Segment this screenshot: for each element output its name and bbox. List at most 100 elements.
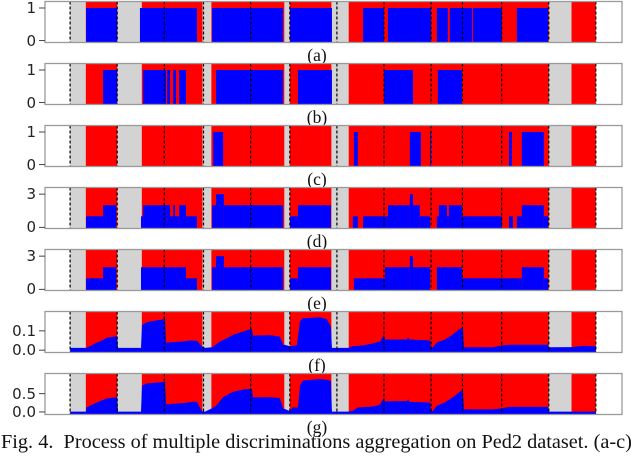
score-bar [353,132,358,167]
score-bar [290,216,298,229]
subplot-label: (e) [307,293,327,313]
normal-span [117,125,142,167]
subplot-g: 0.0 0.5 (g) [0,372,634,437]
score-area [70,317,596,353]
normal-span [331,63,349,105]
score-bar [409,132,421,167]
abnormal-span [571,125,596,167]
subplot-f: 0.0 0.1 (f) [0,310,634,375]
normal-span [70,373,86,415]
y-tick-label: 3 [26,185,36,204]
score-bar [212,267,217,291]
score-bar [409,194,414,229]
normal-span [202,249,212,291]
normal-span [331,311,349,353]
score-bar [437,70,462,105]
normal-span [331,187,349,229]
score-bar [216,194,224,229]
y-tick-label: 1 [26,61,36,80]
normal-span [202,1,212,43]
figure-caption: Fig. 4. Process of multiple discriminati… [1,431,632,453]
y-tick-label: 0.0 [12,402,36,421]
score-bar [438,205,448,229]
score-bar [363,216,388,229]
normal-span [331,249,349,291]
score-bar [216,70,284,105]
subplot-label: (d) [306,231,328,251]
normal-span [331,373,349,415]
score-bar [461,278,522,291]
score-bar [516,216,522,229]
normal-span [202,187,212,229]
axes-frame [44,124,623,168]
score-bar [521,267,544,291]
score-bar [387,205,410,229]
plot-area [39,62,623,106]
axes-frame [44,310,623,354]
score-bar [143,70,167,105]
abnormal-span [348,125,549,167]
score-bar [103,70,118,105]
normal-span [117,311,142,353]
normal-span [284,373,290,415]
subplot-a: 0 1 (a) [0,0,634,64]
score-bar [353,278,386,291]
normal-span [117,249,142,291]
plot-area [39,0,623,44]
score-bar [223,267,284,291]
score-bar [509,216,513,229]
score-bar [543,278,548,291]
score-bar [297,70,332,105]
y-tick-label: 1 [26,123,36,142]
normal-span [548,187,572,229]
y-tick-label: 3 [26,247,36,266]
y-tick-label: 0 [26,31,36,50]
score-bar [185,216,197,229]
normal-span [548,63,572,105]
score-bar [86,216,104,229]
score-bar [297,205,331,229]
y-tick-label: 0 [26,280,36,299]
score-bar [447,216,449,229]
normal-span [117,187,142,229]
abnormal-span [571,249,596,291]
y-tick-label: 0 [26,155,36,174]
score-bar [521,132,544,167]
axes-frame [44,248,623,292]
subplot-label: (g) [306,417,328,437]
abnormal-span [85,125,118,167]
score-bar [212,205,217,229]
axes-frame [44,62,623,106]
score-bar [290,278,298,291]
subplot-label: (f) [308,355,326,375]
y-tick-label: 1 [26,0,36,18]
score-bar [179,70,186,105]
abnormal-span [211,125,285,167]
score-bar [167,70,171,105]
score-bar [436,267,462,291]
score-bar [170,216,174,229]
score-bar [516,8,548,43]
normal-span [70,187,86,229]
abnormal-span [571,187,596,229]
subplot-e: 0 3 (e) [0,247,634,313]
score-bar [385,267,410,291]
subplot-d: 0 3 (d) [0,185,634,251]
score-bar [139,8,197,43]
score-bar [140,216,144,229]
normal-span [117,373,142,415]
normal-span [117,1,142,43]
score-bar [297,267,331,291]
normal-span [548,373,572,415]
subplot-label: (b) [306,107,328,127]
score-bar [472,8,502,43]
score-bar [166,205,171,229]
plot-area [39,372,623,416]
score-bar [461,216,502,229]
normal-span [548,249,572,291]
score-area [70,378,596,415]
score-bar [173,205,175,229]
score-bar [543,216,548,229]
score-bar [216,256,224,291]
score-bar [419,216,431,229]
